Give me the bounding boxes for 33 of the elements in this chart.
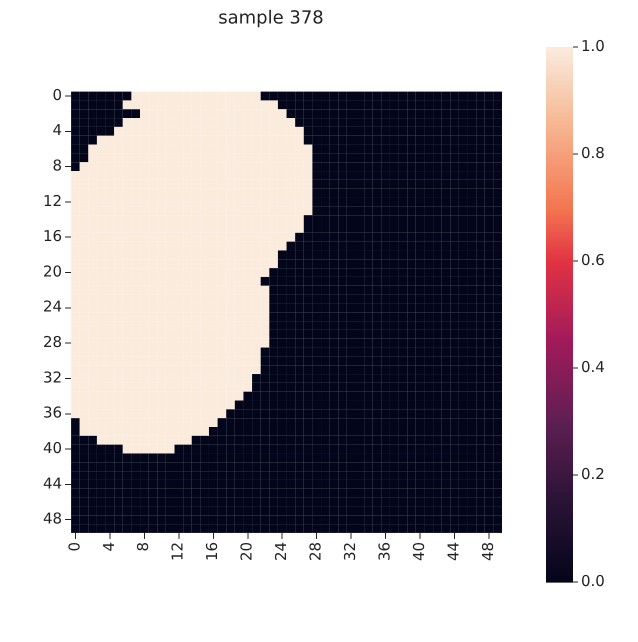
color-bar-label: 0.4: [581, 358, 605, 376]
y-tick-label: 32: [42, 368, 62, 386]
x-tick-label: 48: [478, 542, 497, 562]
x-tick-label: 16: [203, 542, 222, 562]
color-bar-label: 0.6: [581, 250, 605, 269]
x-tick-label: 4: [100, 542, 118, 552]
y-tick-label: 48: [42, 510, 62, 528]
x-tick-label: 40: [410, 542, 428, 562]
y-tick-label: 20: [42, 262, 62, 280]
x-tick-label: 32: [341, 542, 360, 562]
x-tick-label: 20: [238, 542, 256, 562]
color-bar-label: 0.0: [581, 572, 605, 590]
x-tick-label: 28: [306, 542, 325, 562]
y-tick-label: 24: [42, 298, 62, 316]
y-tick-label: 44: [42, 474, 62, 492]
y-tick-label: 16: [42, 227, 62, 246]
x-tick-label: 12: [168, 542, 187, 562]
y-tick-label: 0: [52, 86, 62, 104]
x-tick-label: 44: [444, 542, 462, 562]
y-tick-label: 4: [52, 121, 62, 140]
y-tick-label: 28: [42, 333, 62, 352]
x-tick-label: 36: [376, 542, 394, 562]
x-tick-label: 24: [272, 542, 290, 562]
y-tick-label: 40: [42, 438, 62, 457]
color-bar-label: 0.8: [581, 144, 605, 162]
y-tick-label: 36: [42, 404, 62, 422]
color-bar-label: 1.0: [581, 36, 605, 55]
chart-title: sample 378: [218, 7, 324, 28]
x-tick-label: 0: [65, 542, 84, 552]
color-bar-label: 0.2: [581, 464, 605, 483]
y-tick-label: 12: [42, 192, 62, 210]
y-tick-label: 8: [52, 156, 62, 175]
x-tick-label: 8: [134, 542, 152, 552]
